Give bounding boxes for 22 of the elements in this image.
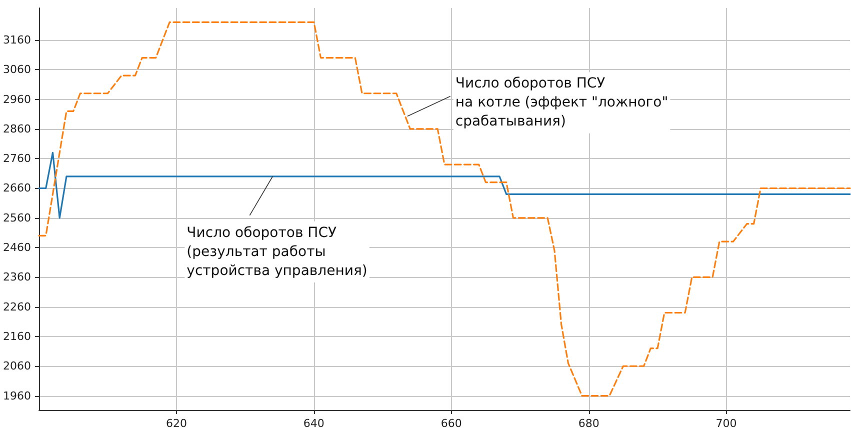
line-series (38, 152, 851, 219)
y-tick-label: 2360 (2, 270, 31, 284)
y-tick-label: 2560 (2, 211, 31, 224)
y-tick-label: 2760 (2, 152, 31, 166)
x-tick-label: 680 (578, 417, 600, 429)
y-tick-label: 2960 (2, 92, 31, 106)
x-tick-label: 620 (166, 417, 187, 429)
y-tick-label: 2160 (2, 330, 31, 343)
y-tick-label: 2260 (2, 300, 31, 314)
annotation: Число оборотов ПСУ на котле (эффект "ложного" срабатывания) (455, 76, 668, 130)
x-tick-label: 700 (716, 417, 737, 429)
y-tick-label: 2860 (2, 122, 31, 136)
y-tick-label: 2060 (2, 360, 31, 373)
annotation: Число оборотов ПСУ (результат работы устройства управления) (186, 224, 368, 279)
x-tick-label: 660 (440, 417, 462, 429)
y-tick-label: 2460 (2, 241, 31, 254)
line-series (38, 21, 851, 397)
y-tick-label: 1960 (2, 389, 31, 402)
x-tick-label: 640 (303, 417, 324, 429)
y-tick-label: 3160 (2, 34, 31, 47)
y-tick-label: 2660 (2, 182, 31, 195)
y-tick-label: 3060 (2, 63, 31, 76)
